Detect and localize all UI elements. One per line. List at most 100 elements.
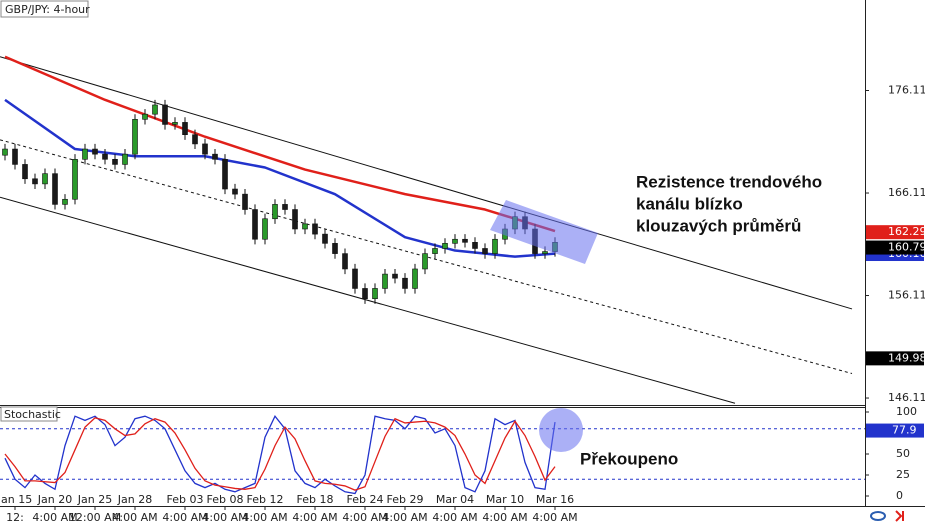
- candle-body: [22, 164, 28, 180]
- candle-body: [302, 223, 308, 230]
- x-tick-label: Jan 28: [117, 493, 152, 506]
- candle-body: [132, 119, 138, 155]
- candle-body: [162, 104, 168, 125]
- candle-body: [212, 153, 218, 160]
- candle-body: [222, 158, 228, 190]
- x-time-label: 4:00 AM: [382, 511, 427, 524]
- x-time-label: 4:00 AM: [202, 511, 247, 524]
- y-tick-label: 25: [896, 468, 910, 481]
- price-tag-label: 162.29: [888, 225, 925, 238]
- candle-body: [2, 148, 8, 156]
- candle-body: [492, 238, 498, 254]
- x-time-label: 4:00 AM: [242, 511, 287, 524]
- indicator-tag: [866, 423, 924, 438]
- candle-body: [462, 238, 468, 243]
- y-tick-label: 100: [896, 405, 917, 418]
- x-tick-label: Mar 04: [436, 493, 474, 506]
- symbol-box: [0, 0, 89, 18]
- price-tag: [866, 225, 924, 240]
- x-tick-label: Mar 10: [486, 493, 524, 506]
- candle-body: [182, 122, 188, 135]
- indicator-tag-label: 77.9: [892, 424, 917, 437]
- x-tick-label: Jan 20: [37, 493, 72, 506]
- link-icon[interactable]: [870, 511, 886, 521]
- candle-body: [312, 223, 318, 235]
- candle-body: [142, 113, 148, 120]
- y-tick-label: 146.11: [888, 391, 925, 404]
- candle-body: [412, 268, 418, 289]
- moving-average: [4, 55, 556, 233]
- x-tick-label: Feb 03: [167, 493, 204, 506]
- candle-body: [422, 253, 428, 270]
- candle-body: [262, 218, 268, 240]
- candle-body: [152, 104, 158, 115]
- candle-body: [92, 148, 98, 155]
- candle-body: [172, 122, 178, 125]
- x-time-label: 4:00 AM: [162, 511, 207, 524]
- annotation: kanálu blízko: [636, 194, 743, 213]
- x-time-label: 4:00 AM: [482, 511, 527, 524]
- price-tag-label: 160.79: [888, 241, 925, 254]
- candle-body: [232, 188, 238, 195]
- candle-body: [112, 158, 118, 165]
- candle-body: [62, 198, 68, 205]
- candle-body: [472, 242, 478, 249]
- y-tick-label: 50: [896, 447, 910, 460]
- candle-body: [352, 268, 358, 289]
- x-time-label: 4:00 AM: [112, 511, 157, 524]
- price-tag: [866, 351, 924, 366]
- y-tick-label: 176.11: [888, 84, 925, 97]
- x-tick-label: Jan 15: [0, 493, 32, 506]
- x-tick-label: Mar 16: [536, 493, 574, 506]
- price-tag: [866, 240, 924, 255]
- candle-body: [192, 134, 198, 145]
- highlight-box: [490, 200, 598, 264]
- x-time-label: 4:00 AM: [432, 511, 477, 524]
- candle-body: [292, 209, 298, 230]
- candle-body: [452, 238, 458, 244]
- scroll-icon[interactable]: [895, 510, 904, 522]
- candle-body: [342, 253, 348, 270]
- candle-body: [272, 204, 278, 220]
- candle-body: [432, 248, 438, 254]
- candle-body: [102, 153, 108, 160]
- indicator-box: [0, 406, 58, 422]
- x-time-label: 4:00 AM: [342, 511, 387, 524]
- trendline: [0, 196, 736, 404]
- candle-body: [402, 277, 408, 289]
- highlight-circle: [539, 408, 583, 452]
- candle-body: [482, 248, 488, 254]
- x-time-label: 12:00 AM: [69, 511, 121, 524]
- candle-body: [392, 273, 398, 279]
- candle-body: [202, 143, 208, 155]
- price-tag-label: 149.98: [888, 351, 925, 364]
- candle-body: [322, 233, 328, 244]
- candle-body: [242, 193, 248, 210]
- y-tick-label: 166.11: [888, 186, 925, 199]
- candle-body: [252, 209, 258, 240]
- candle-body: [442, 243, 448, 249]
- candle-body: [372, 288, 378, 300]
- x-tick-label: Feb 18: [297, 493, 334, 506]
- trendline: [0, 56, 853, 310]
- x-tick-label: Feb 12: [247, 493, 284, 506]
- annotation: Rezistence trendového: [636, 172, 822, 191]
- candle-body: [362, 288, 368, 300]
- x-tick-label: Feb 08: [207, 493, 244, 506]
- candle-body: [542, 251, 548, 254]
- candle-body: [332, 243, 338, 254]
- x-time-label: 4:00 AM: [32, 511, 77, 524]
- toolbar-icons[interactable]: [870, 510, 904, 522]
- x-tick-label: Jan 25: [77, 493, 112, 506]
- candle-body: [52, 173, 58, 205]
- candle-body: [12, 148, 18, 165]
- candle-body: [122, 153, 128, 165]
- x-time-label: 4:00 AM: [532, 511, 577, 524]
- annotation: Překoupeno: [580, 449, 678, 468]
- symbol-label: GBP/JPY: 4-hour: [5, 3, 90, 16]
- candle-body: [82, 148, 88, 160]
- x-tick-label: Feb 24: [347, 493, 384, 506]
